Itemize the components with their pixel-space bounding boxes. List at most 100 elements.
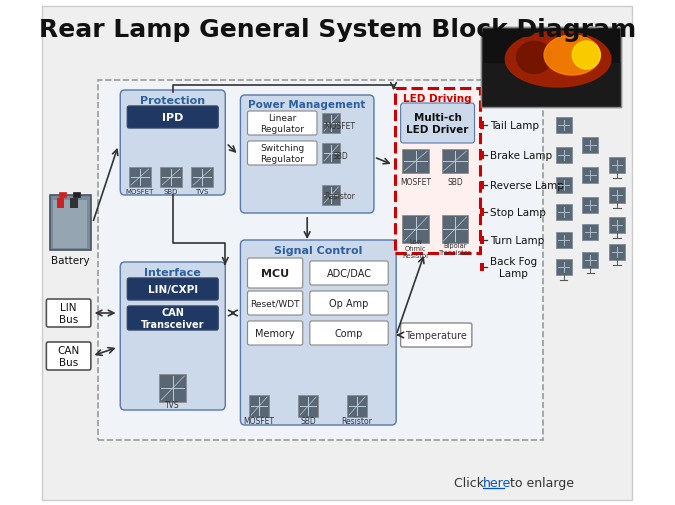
Bar — [441, 216, 468, 243]
Bar — [480, 182, 485, 189]
Bar — [322, 144, 340, 164]
Text: ADC/DAC: ADC/DAC — [327, 269, 371, 278]
Bar — [556, 232, 572, 248]
Bar — [609, 244, 625, 261]
Text: MCU: MCU — [261, 269, 289, 278]
Text: Rear Lamp General System Block Diagram: Rear Lamp General System Block Diagram — [39, 18, 636, 42]
FancyBboxPatch shape — [240, 240, 396, 425]
Bar — [481, 64, 622, 108]
Bar — [53, 200, 87, 248]
Text: SBD: SBD — [447, 177, 463, 186]
Text: Back Fog
Lamp: Back Fog Lamp — [489, 257, 537, 278]
Bar — [583, 252, 598, 269]
Ellipse shape — [506, 32, 611, 88]
Text: Reset/WDT: Reset/WDT — [250, 299, 300, 308]
Bar — [322, 186, 340, 206]
Text: SBD: SBD — [164, 189, 178, 194]
Text: Interface: Interface — [144, 268, 201, 277]
Bar — [609, 158, 625, 174]
FancyBboxPatch shape — [240, 96, 374, 214]
Text: Reverse Lamp: Reverse Lamp — [489, 181, 564, 190]
Text: Bipolar
Transistor: Bipolar Transistor — [439, 242, 471, 255]
Text: Battery: Battery — [51, 256, 90, 266]
Text: CAN
Transceiver: CAN Transceiver — [141, 308, 205, 329]
Text: LIN/CXPI: LIN/CXPI — [148, 284, 198, 294]
Text: Signal Control: Signal Control — [274, 245, 362, 256]
Bar — [481, 28, 622, 108]
Bar — [609, 188, 625, 204]
Text: Power Management: Power Management — [248, 100, 366, 110]
Bar — [192, 168, 213, 188]
Text: Turn Lamp: Turn Lamp — [489, 235, 544, 245]
Bar — [480, 236, 485, 244]
Text: LED Driving: LED Driving — [403, 94, 472, 104]
Bar — [98, 81, 543, 440]
FancyBboxPatch shape — [310, 262, 388, 285]
Bar — [298, 395, 318, 417]
FancyBboxPatch shape — [310, 321, 388, 345]
Bar — [73, 192, 80, 197]
Bar — [347, 395, 367, 417]
Text: MOSFET: MOSFET — [325, 121, 356, 130]
FancyBboxPatch shape — [120, 91, 225, 195]
Bar — [396, 89, 480, 254]
FancyBboxPatch shape — [128, 278, 218, 300]
Bar — [402, 149, 429, 174]
Bar — [59, 192, 66, 197]
Bar — [70, 198, 78, 209]
FancyBboxPatch shape — [47, 299, 91, 327]
Bar — [609, 218, 625, 233]
Bar — [556, 118, 572, 134]
Bar — [480, 209, 485, 217]
Text: SBD: SBD — [300, 417, 316, 426]
Bar — [159, 374, 186, 402]
FancyBboxPatch shape — [47, 342, 91, 370]
Text: Op Amp: Op Amp — [329, 298, 369, 309]
Text: to enlarge: to enlarge — [506, 477, 574, 489]
Bar — [402, 216, 429, 243]
Bar — [480, 152, 485, 160]
FancyBboxPatch shape — [310, 291, 388, 316]
Bar — [129, 168, 151, 188]
Bar — [322, 114, 340, 134]
Text: here: here — [483, 477, 511, 489]
Text: Click: Click — [454, 477, 488, 489]
Text: Resistor: Resistor — [325, 191, 356, 200]
Text: Linear
Regulator: Linear Regulator — [261, 114, 304, 133]
Bar — [583, 225, 598, 240]
Text: Memory: Memory — [255, 328, 295, 338]
FancyBboxPatch shape — [128, 307, 218, 330]
Bar — [441, 149, 468, 174]
Text: CAN
Bus: CAN Bus — [57, 345, 80, 367]
Text: Multi-ch
LED Driver: Multi-ch LED Driver — [406, 113, 468, 134]
FancyBboxPatch shape — [401, 323, 472, 347]
FancyBboxPatch shape — [128, 107, 218, 129]
Ellipse shape — [516, 42, 551, 74]
FancyBboxPatch shape — [248, 321, 302, 345]
Text: Tail Lamp: Tail Lamp — [489, 121, 539, 131]
Text: MOSFET: MOSFET — [400, 177, 431, 186]
FancyBboxPatch shape — [248, 259, 302, 288]
FancyBboxPatch shape — [120, 263, 225, 410]
FancyBboxPatch shape — [248, 142, 317, 166]
Text: LIN
Bus: LIN Bus — [59, 302, 78, 324]
Bar — [480, 264, 485, 272]
Bar — [556, 147, 572, 164]
Bar — [583, 197, 598, 214]
Text: Comp: Comp — [335, 328, 363, 338]
Text: MOSFET: MOSFET — [126, 189, 154, 194]
Text: SBD: SBD — [332, 151, 348, 160]
Text: Resistor: Resistor — [342, 417, 373, 426]
Bar — [556, 205, 572, 221]
Text: Brake Lamp: Brake Lamp — [489, 150, 551, 161]
Text: Protection: Protection — [140, 96, 205, 106]
Text: Stop Lamp: Stop Lamp — [489, 208, 545, 218]
Ellipse shape — [544, 36, 600, 76]
Text: Low
Ohmic
Resistor: Low Ohmic Resistor — [402, 238, 429, 259]
Bar — [556, 178, 572, 193]
Bar — [50, 195, 91, 250]
FancyBboxPatch shape — [248, 112, 317, 136]
Text: TVS: TVS — [165, 400, 180, 410]
FancyBboxPatch shape — [248, 291, 302, 316]
Bar — [249, 395, 269, 417]
